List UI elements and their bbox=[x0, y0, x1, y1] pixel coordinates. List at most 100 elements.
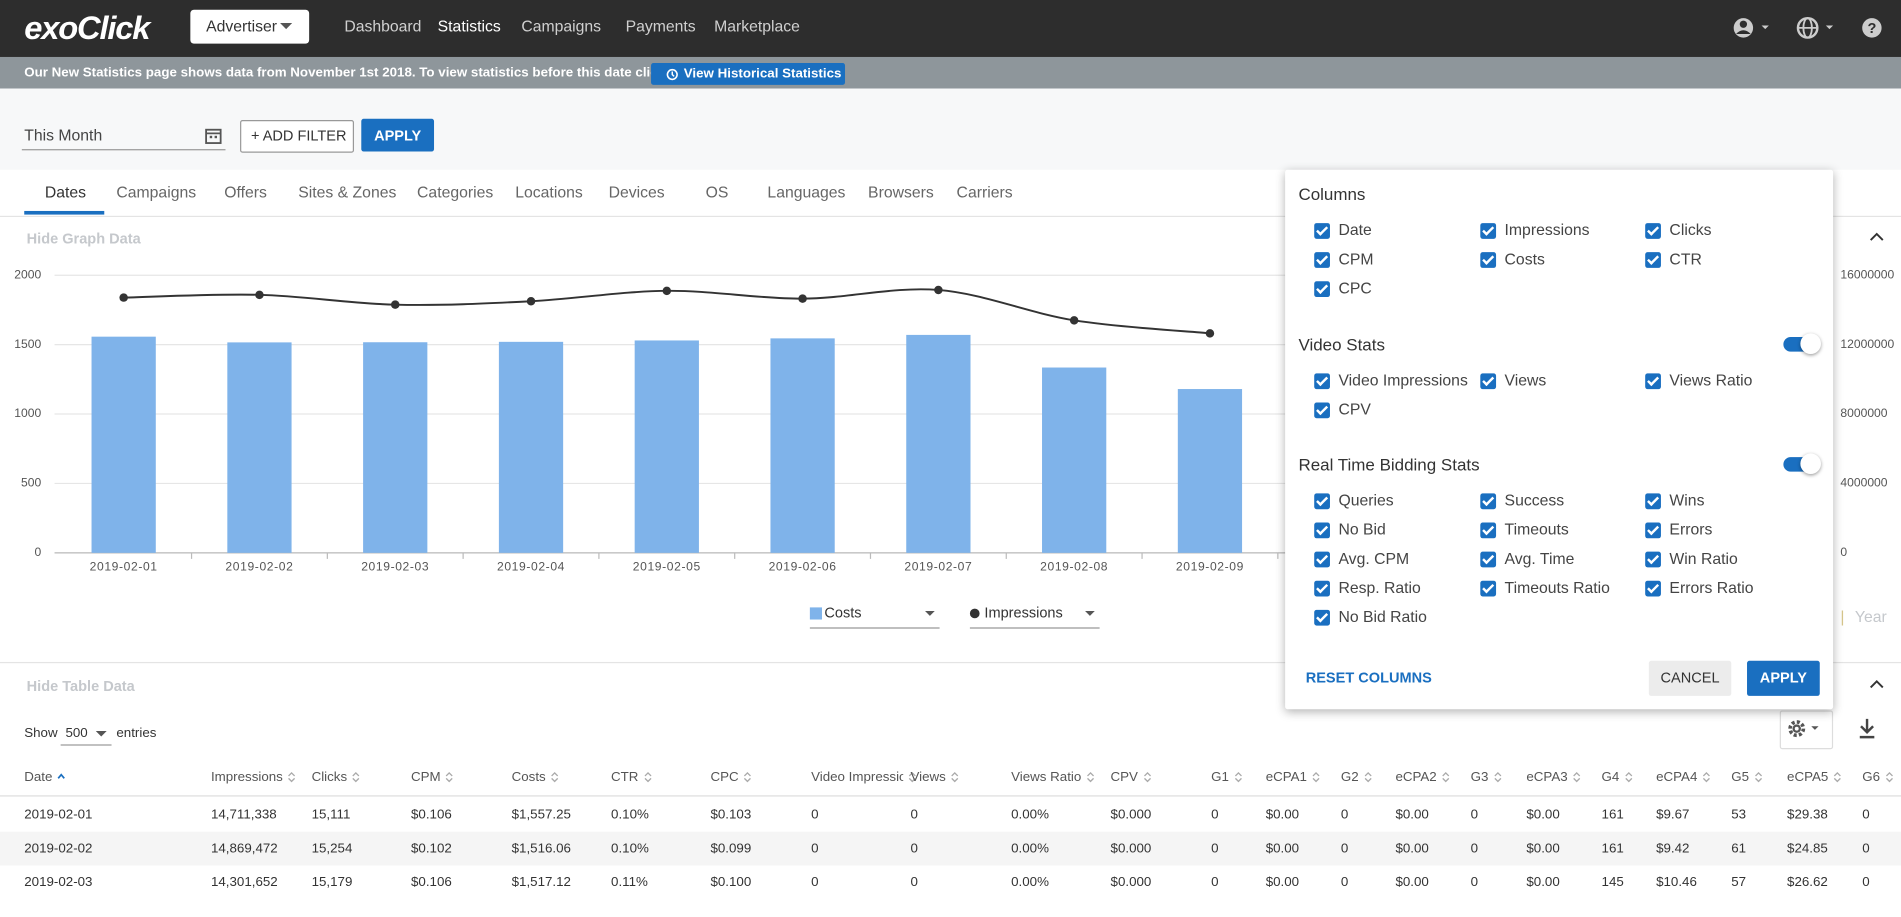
column-header[interactable]: Impressions bbox=[210, 769, 283, 785]
column-option[interactable]: Avg. CPM bbox=[1338, 549, 1410, 568]
checkbox[interactable] bbox=[1480, 522, 1497, 539]
tab[interactable]: Locations bbox=[515, 183, 583, 202]
picker-apply-button[interactable] bbox=[1747, 660, 1820, 696]
column-option[interactable]: Queries bbox=[1338, 491, 1394, 510]
add-filter-button[interactable] bbox=[240, 120, 355, 153]
column-header[interactable]: Views bbox=[910, 769, 946, 785]
apply-filter-button[interactable] bbox=[361, 118, 435, 152]
column-option[interactable]: CPM bbox=[1338, 249, 1374, 268]
checkbox[interactable] bbox=[1645, 373, 1661, 390]
checkbox[interactable] bbox=[1314, 609, 1330, 626]
hide-graph-toggle[interactable]: Hide Graph Data bbox=[26, 230, 141, 248]
column-header[interactable]: G3 bbox=[1470, 769, 1489, 785]
column-option[interactable]: Timeouts bbox=[1504, 520, 1569, 539]
column-header[interactable]: G4 bbox=[1601, 769, 1620, 785]
menu-item[interactable]: Dashboard bbox=[344, 16, 422, 36]
column-option[interactable]: No Bid Ratio bbox=[1338, 607, 1427, 626]
column-option[interactable]: Win Ratio bbox=[1669, 549, 1738, 568]
hide-table-toggle[interactable]: Hide Table Data bbox=[26, 677, 135, 695]
checkbox[interactable] bbox=[1480, 493, 1497, 510]
tab[interactable]: Sites & Zones bbox=[298, 183, 397, 202]
period-label[interactable]: Year bbox=[1854, 607, 1887, 626]
column-header[interactable]: CPM bbox=[410, 769, 441, 785]
historical-button[interactable] bbox=[651, 63, 846, 85]
tab[interactable]: Carriers bbox=[956, 183, 1013, 202]
column-header[interactable]: CPC bbox=[710, 769, 739, 785]
tab[interactable]: Campaigns bbox=[116, 183, 197, 202]
checkbox[interactable] bbox=[1645, 522, 1661, 539]
column-header[interactable]: CTR bbox=[611, 769, 639, 785]
checkbox[interactable] bbox=[1645, 493, 1661, 510]
column-option[interactable]: Date bbox=[1338, 220, 1372, 239]
column-header[interactable]: eCPA5 bbox=[1787, 769, 1829, 785]
checkbox[interactable] bbox=[1314, 223, 1330, 239]
group-toggle[interactable] bbox=[1783, 453, 1821, 475]
column-option[interactable]: Costs bbox=[1504, 249, 1545, 268]
column-option[interactable]: No Bid bbox=[1338, 520, 1386, 539]
column-option[interactable]: Resp. Ratio bbox=[1338, 578, 1421, 597]
column-option[interactable]: Views bbox=[1504, 370, 1547, 390]
column-header[interactable]: Views Ratio bbox=[1011, 769, 1082, 785]
tab[interactable]: Dates bbox=[44, 183, 87, 202]
column-header[interactable]: CPV bbox=[1110, 769, 1138, 785]
tab[interactable]: OS bbox=[705, 183, 729, 202]
column-option[interactable]: Errors Ratio bbox=[1669, 578, 1754, 597]
column-option[interactable]: Clicks bbox=[1669, 220, 1712, 239]
reset-columns-button[interactable]: RESET COLUMNS bbox=[1305, 669, 1432, 687]
column-option[interactable]: CPV bbox=[1338, 400, 1371, 419]
checkbox[interactable] bbox=[1645, 580, 1661, 597]
column-header[interactable]: Clicks bbox=[311, 769, 348, 785]
page-size-select[interactable]: 500 bbox=[65, 726, 88, 741]
account-button[interactable] bbox=[190, 9, 310, 44]
download-icon[interactable] bbox=[1857, 718, 1876, 740]
menu-item[interactable]: Statistics bbox=[437, 16, 501, 36]
tab[interactable]: Categories bbox=[417, 183, 494, 202]
logo[interactable]: exoClick bbox=[24, 9, 150, 47]
column-header[interactable]: Costs bbox=[511, 769, 546, 785]
checkbox[interactable] bbox=[1314, 281, 1330, 298]
column-option[interactable]: CPC bbox=[1338, 278, 1372, 298]
column-header[interactable]: G5 bbox=[1731, 769, 1750, 785]
checkbox[interactable] bbox=[1314, 580, 1330, 597]
column-header[interactable]: G2 bbox=[1340, 769, 1359, 785]
column-option[interactable]: Video Impressions bbox=[1338, 370, 1468, 390]
checkbox[interactable] bbox=[1314, 522, 1330, 539]
menu-item[interactable]: Campaigns bbox=[521, 16, 602, 36]
checkbox[interactable] bbox=[1314, 493, 1330, 510]
collapse-chevron[interactable] bbox=[1869, 232, 1884, 242]
checkbox[interactable] bbox=[1480, 223, 1497, 239]
collapse-chevron[interactable] bbox=[1869, 679, 1884, 689]
column-option[interactable]: Timeouts Ratio bbox=[1504, 578, 1610, 597]
column-header[interactable]: eCPA2 bbox=[1395, 769, 1437, 785]
checkbox[interactable] bbox=[1480, 551, 1497, 568]
column-header[interactable]: G6 bbox=[1862, 769, 1881, 785]
checkbox[interactable] bbox=[1480, 580, 1497, 597]
column-header[interactable]: G1 bbox=[1211, 769, 1229, 785]
column-option[interactable]: Success bbox=[1504, 491, 1565, 510]
column-option[interactable]: Impressions bbox=[1504, 220, 1590, 239]
settings-button[interactable] bbox=[1779, 710, 1834, 750]
column-header[interactable]: Video Impressions bbox=[811, 769, 903, 785]
group-toggle[interactable] bbox=[1783, 333, 1821, 355]
column-option[interactable]: Wins bbox=[1669, 491, 1705, 510]
checkbox[interactable] bbox=[1314, 252, 1330, 268]
tab[interactable]: Devices bbox=[608, 183, 665, 202]
checkbox[interactable] bbox=[1645, 223, 1661, 239]
checkbox[interactable] bbox=[1480, 252, 1497, 268]
checkbox[interactable] bbox=[1314, 402, 1330, 419]
column-option[interactable]: Errors bbox=[1669, 520, 1713, 539]
menu-item[interactable]: Marketplace bbox=[714, 16, 800, 36]
menu-item[interactable]: Payments bbox=[625, 16, 696, 36]
column-option[interactable]: CTR bbox=[1669, 249, 1702, 268]
tab[interactable]: Offers bbox=[224, 183, 267, 202]
checkbox[interactable] bbox=[1314, 551, 1330, 568]
period-select[interactable]: This Month bbox=[24, 126, 103, 145]
column-header[interactable]: eCPA3 bbox=[1526, 769, 1568, 785]
checkbox[interactable] bbox=[1314, 373, 1330, 390]
tab[interactable]: Languages bbox=[767, 183, 846, 202]
tab[interactable]: Browsers bbox=[868, 183, 934, 202]
column-header[interactable]: eCPA4 bbox=[1656, 769, 1698, 785]
checkbox[interactable] bbox=[1645, 252, 1661, 268]
cancel-button[interactable] bbox=[1648, 660, 1732, 696]
column-header[interactable]: Date bbox=[24, 769, 53, 785]
